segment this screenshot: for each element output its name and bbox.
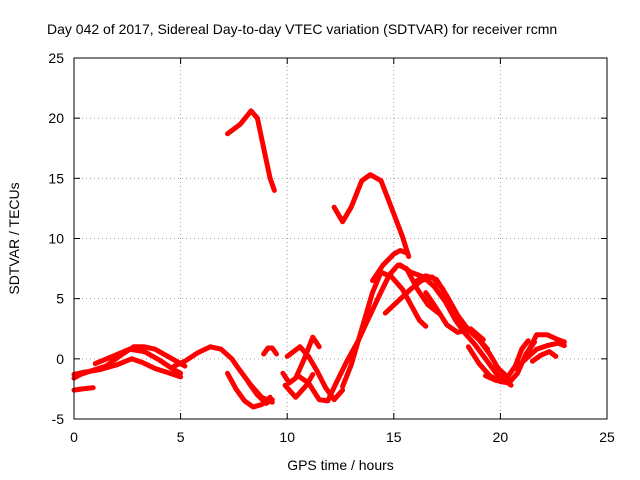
series-line-arc-14 xyxy=(340,269,429,389)
series-layer xyxy=(71,108,567,410)
series-line-arc-7 xyxy=(246,380,275,406)
series-line-arc-23 xyxy=(512,340,567,371)
axis-ticks: 0 5 10 15 20 25 -5 0 5 10 15 20 25 xyxy=(48,50,615,445)
series-line-arc-8 xyxy=(261,345,279,357)
chart-title: Day 042 of 2017, Sidereal Day-to-day VTE… xyxy=(47,21,557,37)
series-line-arc-12 xyxy=(284,344,346,403)
series-line-arc-24 xyxy=(525,332,567,355)
x-tick-label: 0 xyxy=(70,429,78,445)
x-tick-label: 5 xyxy=(177,429,185,445)
plot-frame xyxy=(73,57,608,420)
series-line-arc-16 xyxy=(331,172,412,259)
series-line-arc-2 xyxy=(71,356,184,380)
series-line-arc-3 xyxy=(71,385,96,393)
x-axis-label: GPS time / hours xyxy=(287,457,394,473)
y-tick-label: 5 xyxy=(56,291,64,307)
y-tick-label: 20 xyxy=(48,110,64,126)
x-tick-label: 15 xyxy=(386,429,402,445)
series-line-arc-19 xyxy=(412,273,512,381)
grid xyxy=(74,58,607,419)
series-line-arc-11 xyxy=(282,372,316,400)
series-line-arc-25 xyxy=(529,349,559,364)
x-tick-label: 10 xyxy=(279,429,295,445)
series-line-arc-9 xyxy=(225,108,277,193)
y-tick-label: 10 xyxy=(48,231,64,247)
x-tick-label: 25 xyxy=(599,429,615,445)
y-axis-label: SDTVAR / TECUs xyxy=(6,182,22,294)
y-tick-label: 15 xyxy=(48,170,64,186)
y-tick-label: 25 xyxy=(48,50,64,66)
y-tick-label: -5 xyxy=(52,411,65,427)
y-tick-label: 0 xyxy=(56,351,64,367)
series-line-arc-4 xyxy=(92,346,184,376)
series-line-arc-20 xyxy=(423,290,486,343)
series-line-arc-15 xyxy=(370,248,410,284)
series-line-arc-10 xyxy=(280,334,322,386)
series-line-arc-22 xyxy=(483,338,531,383)
x-tick-label: 20 xyxy=(493,429,509,445)
